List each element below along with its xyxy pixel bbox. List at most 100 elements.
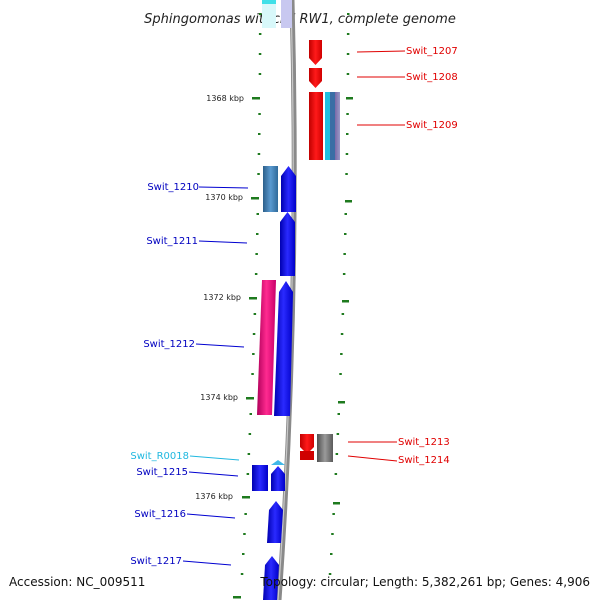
minor-tick-dot (346, 73, 350, 75)
feature-pink-1212 (257, 280, 276, 415)
minor-tick-dot (246, 473, 250, 475)
right-tick-dash (333, 502, 340, 505)
gene-swit-1213-tail (300, 451, 314, 460)
gene-label-swit-1208[interactable]: Swit_1208 (406, 72, 458, 83)
gene-swit-1216[interactable] (267, 501, 283, 543)
minor-tick-dot (251, 373, 254, 375)
minor-tick-dot (244, 513, 247, 515)
gene-swit-1217[interactable] (263, 556, 279, 600)
minor-tick-dot (332, 513, 335, 515)
gene-label-swit-r0018[interactable]: Swit_R0018 (130, 451, 189, 462)
gene-swit-1207[interactable] (309, 40, 322, 65)
minor-tick-dot (331, 533, 334, 535)
minor-tick-dot (340, 333, 344, 335)
minor-tick-dot (242, 553, 245, 555)
minor-tick-dot (347, 13, 350, 15)
feature-steel-1210 (263, 166, 278, 212)
scale-tick-1374 (246, 397, 254, 400)
feature-top-cyan (262, 0, 276, 4)
minor-tick-dot (254, 273, 258, 275)
tick-column-right (328, 13, 350, 575)
gene-label-swit-1213[interactable]: Swit_1213 (398, 437, 450, 448)
minor-tick-dot (335, 453, 339, 455)
minor-tick-dot (258, 53, 262, 55)
minor-tick-dot (257, 173, 260, 175)
minor-tick-dot (345, 153, 349, 155)
right-tick-dash (342, 300, 349, 303)
gene-swit-1209[interactable] (309, 92, 323, 160)
scale-tick-1376 (242, 496, 250, 499)
genome-summary-text: Topology: circular; Length: 5,382,261 bp… (259, 575, 590, 589)
minor-tick-dot (240, 573, 244, 575)
minor-tick-dot (243, 533, 246, 535)
minor-tick-dot (346, 53, 350, 55)
minor-tick-dot (252, 353, 255, 355)
scale-label-1368: 1368 kbp (206, 94, 244, 103)
scale-tick-1368 (252, 97, 260, 100)
minor-tick-dot (256, 213, 259, 215)
right-tick-dash (346, 97, 353, 100)
minor-tick-dot (248, 433, 252, 435)
label-leaders (182, 50, 406, 566)
minor-tick-dot (336, 433, 340, 435)
minor-tick-dot (346, 133, 349, 135)
minor-tick-dot (337, 413, 340, 415)
gene-swit-1208[interactable] (309, 68, 322, 88)
minor-tick-dot (346, 33, 350, 35)
minor-tick-dot (255, 253, 258, 255)
minor-tick-dot (344, 213, 347, 215)
minor-tick-dot (249, 413, 252, 415)
minor-tick-dot (345, 173, 348, 175)
minor-tick-dot (346, 113, 349, 115)
minor-tick-dot (259, 13, 262, 15)
scale-label-1370: 1370 kbp (205, 193, 243, 202)
minor-tick-dot (253, 313, 257, 315)
gene-swit-1215-a[interactable] (252, 465, 268, 491)
minor-tick-dot (339, 373, 342, 375)
minor-tick-dot (330, 553, 333, 555)
gene-label-swit-1212[interactable]: Swit_1212 (143, 339, 195, 350)
minor-tick-dot (258, 133, 261, 135)
minor-tick-dot (344, 233, 347, 235)
minor-tick-dot (247, 453, 251, 455)
gene-label-swit-1209[interactable]: Swit_1209 (406, 120, 458, 131)
minor-tick-dot (258, 33, 262, 35)
gene-swit-1213[interactable] (300, 434, 314, 454)
minor-tick-dot (257, 153, 261, 155)
minor-tick-dot (334, 473, 338, 475)
minor-tick-dot (258, 113, 261, 115)
feature-top-lavender (281, 0, 292, 28)
scale-label-1374: 1374 kbp (200, 393, 238, 402)
feature-stripe-1209 (325, 92, 340, 160)
gene-swit-1211[interactable] (280, 212, 295, 276)
gene-label-swit-1215[interactable]: Swit_1215 (136, 467, 188, 478)
minor-tick-dot (341, 313, 345, 315)
tick-column-left (240, 13, 262, 575)
gene-swit-1210[interactable] (281, 166, 296, 212)
scale-tick-1372 (249, 297, 257, 300)
gene-label-swit-1210[interactable]: Swit_1210 (147, 182, 199, 193)
gene-swit-1215[interactable] (271, 466, 285, 491)
gene-label-swit-1207[interactable]: Swit_1207 (406, 46, 458, 57)
gene-swit-1212[interactable] (274, 281, 293, 416)
accession-text: Accession: NC_009511 (9, 575, 145, 589)
gene-swit-1214[interactable] (317, 434, 333, 462)
minor-tick-dot (343, 253, 346, 255)
minor-tick-dot (340, 353, 343, 355)
feature-top-cyan-faint (262, 4, 276, 28)
gene-label-swit-1214[interactable]: Swit_1214 (398, 455, 450, 466)
gene-label-swit-1217[interactable]: Swit_1217 (130, 556, 182, 567)
scale-label-1376: 1376 kbp (195, 492, 233, 501)
scale-tick-1370 (251, 197, 259, 200)
gene-label-swit-1211[interactable]: Swit_1211 (146, 236, 198, 247)
scale-label-1372: 1372 kbp (203, 293, 241, 302)
minor-tick-dot (342, 273, 346, 275)
minor-tick-dot (256, 233, 259, 235)
minor-tick-dot (252, 333, 256, 335)
right-tick-dash (345, 200, 352, 203)
map-title: Sphingomonas wittichii RW1, complete gen… (144, 12, 456, 27)
gene-swit-r0018[interactable] (271, 460, 285, 465)
right-tick-dash (338, 401, 345, 404)
gene-label-swit-1216[interactable]: Swit_1216 (134, 509, 186, 520)
